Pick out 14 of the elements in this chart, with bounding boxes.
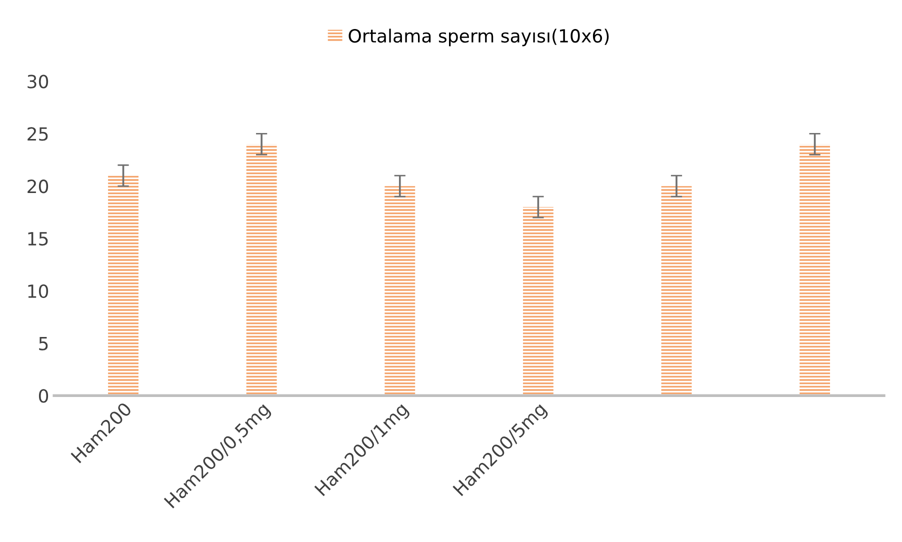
y-tick-label: 25 <box>28 127 48 141</box>
bar <box>384 186 416 396</box>
bar <box>522 207 554 396</box>
y-tick-label: 30 <box>28 74 48 88</box>
y-tick-label: 0 <box>38 389 48 403</box>
bar <box>661 186 692 396</box>
bar <box>800 144 830 396</box>
y-tick-label: 20 <box>28 180 48 194</box>
legend-label: Ortalama sperm sayısı(10x6) <box>348 28 609 46</box>
y-tick-label: 15 <box>28 232 48 246</box>
bar <box>246 144 277 396</box>
bar <box>108 176 138 396</box>
y-tick-label: 10 <box>28 284 48 298</box>
y-tick-label: 5 <box>39 336 48 350</box>
